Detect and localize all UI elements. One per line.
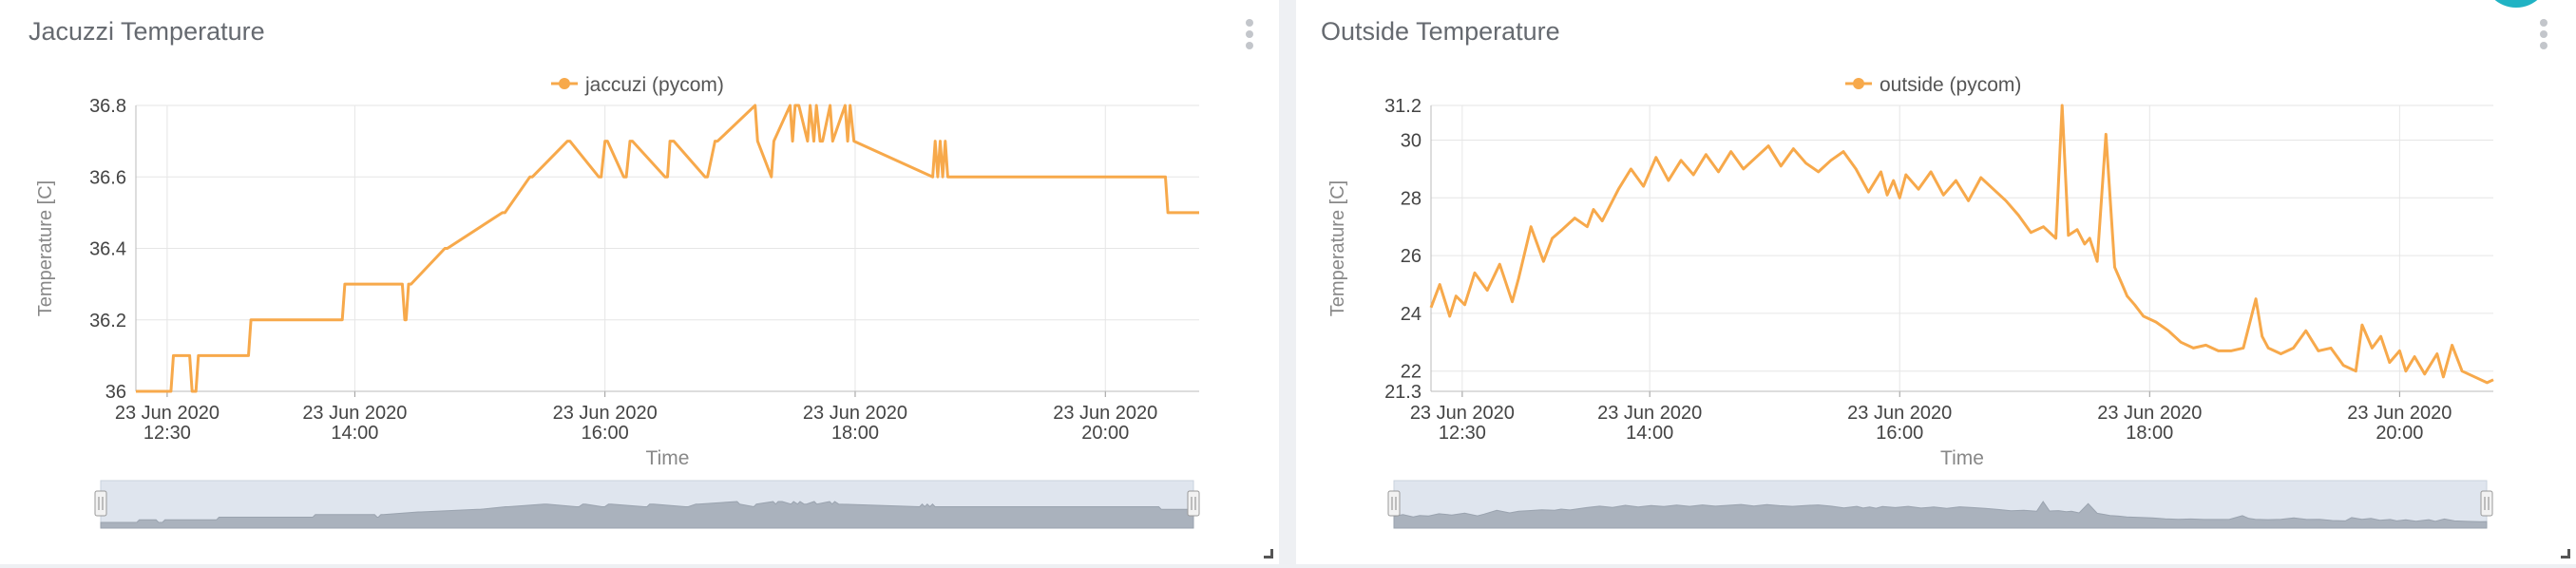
y-tick-label: 36.4	[89, 239, 126, 260]
y-tick-label: 30	[1401, 130, 1422, 151]
series-line[interactable]	[136, 104, 1199, 393]
legend[interactable]: jaccuzi (pycom)	[551, 74, 724, 96]
kebab-menu-icon[interactable]	[1245, 19, 1254, 49]
x-tick-label: 23 Jun 2020 20:00	[2347, 403, 2452, 444]
legend-marker-icon	[1853, 78, 1864, 89]
x-tick-label: 23 Jun 2020 16:00	[1847, 403, 1952, 444]
y-tick-label: 26	[1401, 246, 1422, 267]
x-tick-label: 23 Jun 2020 12:30	[1410, 403, 1515, 444]
navigator-left-handle[interactable]	[94, 490, 107, 517]
x-axis-label: Time	[1940, 447, 1984, 469]
y-axis-label: Temperature [C]	[1327, 180, 1348, 316]
range-navigator[interactable]	[1387, 480, 2493, 529]
y-tick-label: 36.6	[89, 167, 126, 188]
panel-title: Jacuzzi Temperature	[29, 17, 265, 46]
legend-label: outside (pycom)	[1880, 74, 2021, 96]
y-tick-label: 28	[1401, 188, 1422, 209]
y-tick-label: 36	[105, 382, 126, 403]
y-tick-label: 21.3	[1384, 382, 1422, 403]
resize-handle-icon[interactable]	[2561, 549, 2570, 559]
y-tick-label: 36.8	[89, 96, 126, 117]
kebab-menu-icon[interactable]	[2539, 19, 2548, 49]
navigator-right-handle[interactable]	[1187, 490, 1200, 517]
x-tick-label: 23 Jun 2020 18:00	[803, 403, 907, 444]
legend-label: jaccuzi (pycom)	[584, 74, 724, 96]
navigator-right-handle[interactable]	[2480, 490, 2493, 517]
x-tick-label: 23 Jun 2020 18:00	[2097, 403, 2202, 444]
legend[interactable]: outside (pycom)	[1845, 74, 2021, 96]
x-tick-label: 23 Jun 2020 14:00	[1597, 403, 1702, 444]
navigator-area	[100, 501, 1194, 529]
x-tick-label: 23 Jun 2020 16:00	[553, 403, 658, 444]
series-line[interactable]	[1429, 104, 2494, 385]
x-tick-label: 23 Jun 2020 20:00	[1053, 403, 1157, 444]
y-tick-label: 31.2	[1384, 96, 1422, 117]
navigator-left-handle[interactable]	[1387, 490, 1401, 517]
navigator-area	[1393, 501, 2488, 529]
outside-temperature-panel: Outside Temperature outside (pycom) 21.3 2…	[1296, 0, 2576, 564]
x-axis-label: Time	[646, 447, 690, 469]
floating-action-button[interactable]	[2483, 0, 2549, 8]
y-tick-label: 24	[1401, 304, 1422, 325]
range-navigator[interactable]	[94, 480, 1200, 529]
x-tick-label: 23 Jun 2020 14:00	[302, 403, 407, 444]
y-tick-label: 22	[1401, 362, 1422, 383]
y-axis-label: Temperature [C]	[35, 180, 56, 316]
jacuzzi-chart: jaccuzi (pycom) 36 36.2 36.4 36.6 36.8 23 Jun …	[35, 74, 1200, 529]
jacuzzi-temperature-panel: Jacuzzi Temperature jaccuzi (pycom) 36 36.…	[0, 0, 1279, 564]
legend-marker-icon	[559, 78, 570, 89]
panel-title: Outside Temperature	[1321, 17, 1560, 46]
outside-chart: outside (pycom) 21.322 24 26 28 30 31.2 23 Jun …	[1327, 74, 2494, 529]
resize-handle-icon[interactable]	[1264, 549, 1273, 559]
y-tick-label: 36.2	[89, 311, 126, 331]
x-tick-label: 23 Jun 2020 12:30	[115, 403, 219, 444]
